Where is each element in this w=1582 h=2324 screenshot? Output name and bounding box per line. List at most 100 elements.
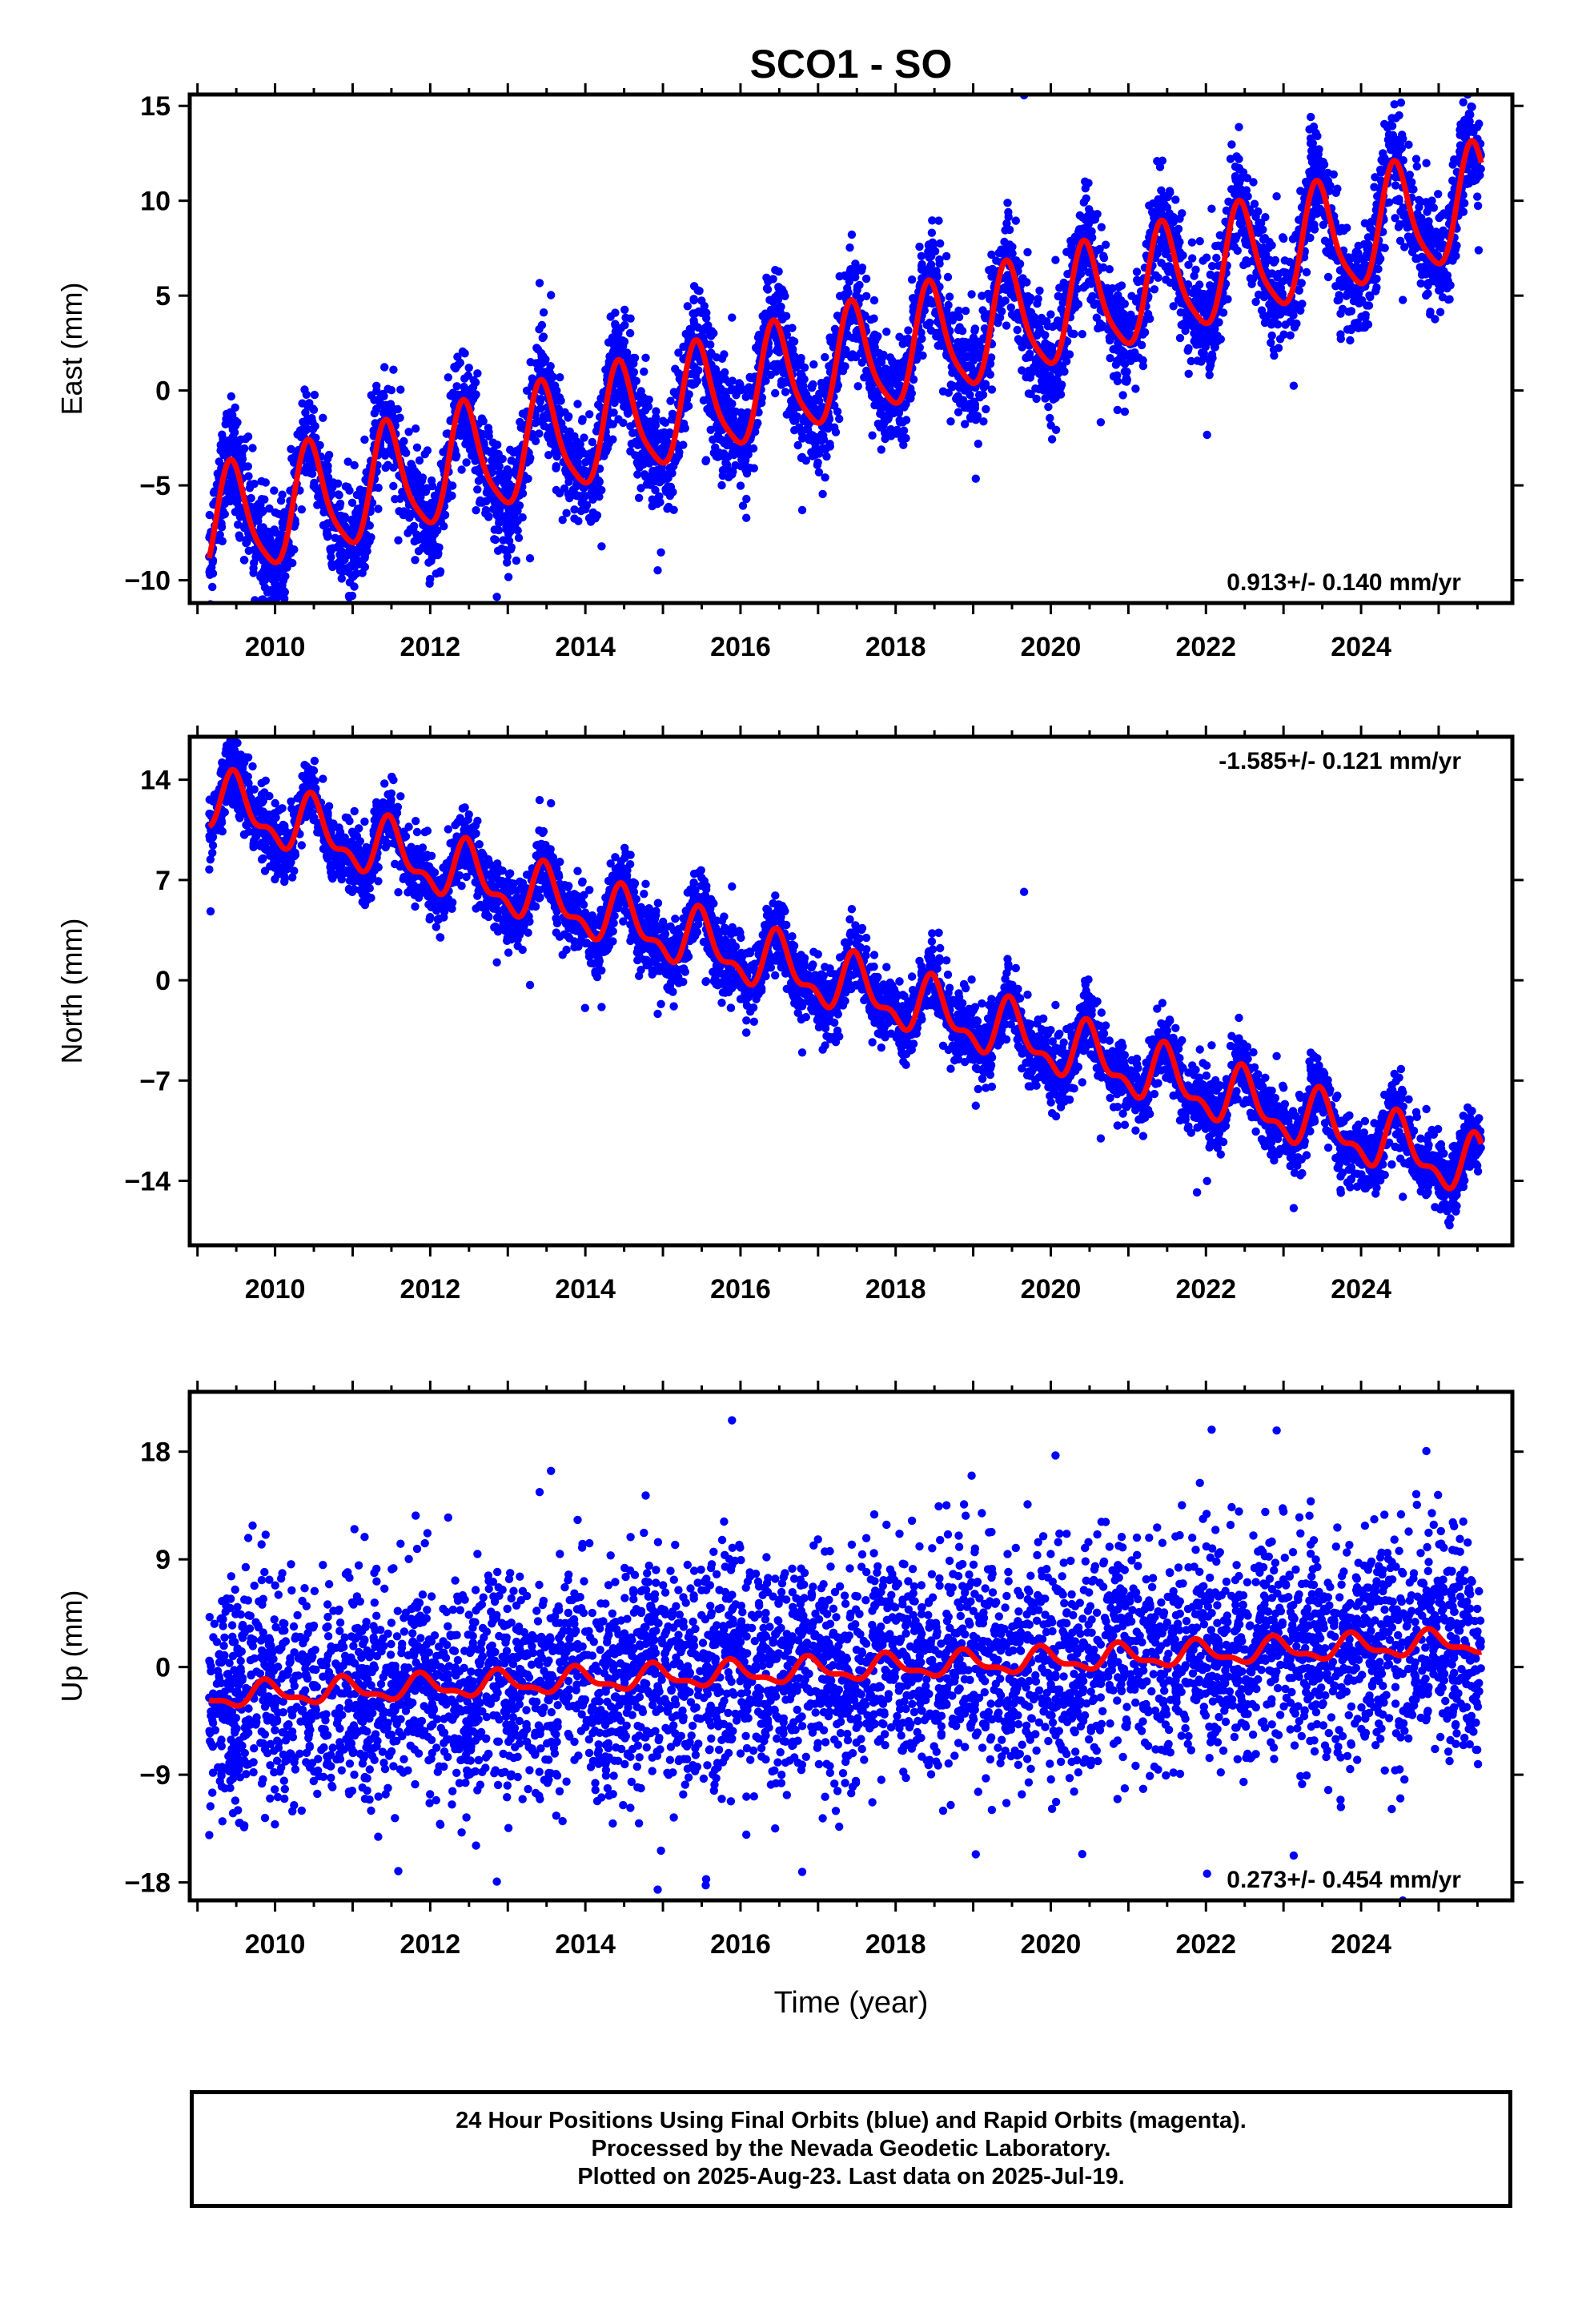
east-data-point [656,548,665,557]
east-data-point [693,323,703,332]
east-data-point [665,491,675,501]
east-data-point [323,473,333,482]
east-data-point [1060,348,1070,357]
east-data-point [335,491,343,500]
east-data-point [1122,368,1131,376]
east-data-point [1331,282,1340,291]
east-data-point [983,289,993,299]
east-data-point [1322,247,1331,255]
east-data-point [1105,265,1114,274]
east-data-point [1004,207,1013,217]
east-data-point [869,296,879,305]
east-data-point [1434,190,1443,199]
east-data-point [1399,296,1407,304]
east-data-point [457,465,466,474]
east-data-point [1395,236,1405,245]
east-data-point [1207,204,1216,213]
east-data-point [717,354,727,363]
east-data-point [896,418,905,427]
east-data-point [421,487,431,497]
east-data-point [1448,176,1457,185]
east-data-point [335,540,344,549]
east-data-point [585,410,594,419]
east-data-point [620,305,629,314]
east-data-point [573,400,582,408]
east-data-point [1439,273,1449,283]
east-data-point [1158,156,1167,165]
east-data-point [270,486,279,495]
east-data-point [337,574,346,583]
east-data-point [1371,173,1379,182]
east-data-point [1046,413,1054,423]
east-data-point [460,374,469,383]
east-data-point [1157,186,1166,195]
east-data-point [226,493,235,502]
east-data-point [310,390,319,400]
east-data-point [1235,163,1244,173]
east-data-point [393,404,402,414]
east-data-point [476,474,486,483]
east-data-point [1412,162,1422,171]
east-data-point [1400,243,1409,251]
east-data-point [771,266,780,275]
east-data-point [328,544,337,553]
east-data-point [261,478,270,487]
east-data-point [1101,240,1110,249]
east-data-point [742,513,751,522]
east-data-point [891,373,900,382]
east-data-point [504,573,513,581]
east-data-point [525,554,535,563]
east-data-point [1445,295,1454,304]
east-data-point [1310,225,1319,234]
east-data-point [901,434,910,443]
east-data-point [1211,242,1220,251]
east-data-point [1281,320,1290,329]
east-data-point [835,414,844,424]
east-data-point [685,324,694,334]
east-data-point [1116,305,1125,314]
east-data-point [729,450,738,460]
east-data-point [917,328,926,337]
east-data-point [1437,241,1446,250]
east-data-point [370,408,379,418]
east-data-point [1087,296,1096,304]
east-data-point [248,444,257,452]
east-data-point [962,307,970,316]
east-data-point [227,392,235,401]
east-data-point [994,319,1002,328]
east-data-point [1095,244,1104,254]
east-data-point [1205,371,1214,380]
east-data-point [220,509,229,519]
east-data-point [1272,192,1281,201]
east-data-point [314,486,323,495]
east-data-point [987,250,996,259]
east-data-point [218,537,227,545]
east-data-point [349,519,358,529]
east-data-point [1171,195,1180,204]
east-data-point [591,511,600,520]
east-data-point [570,505,579,514]
east-data-point [1246,274,1255,283]
east-data-point [679,342,688,352]
east-data-point [1150,285,1159,294]
east-data-point [1047,435,1057,444]
east-data-point [513,526,522,535]
east-data-point [215,530,224,539]
east-data-point [1411,155,1421,163]
east-data-point [1023,247,1032,257]
east-data-point [1184,369,1193,378]
east-data-point [343,457,352,466]
east-data-point [503,465,512,474]
east-data-point [547,291,556,300]
east-data-point [453,360,463,369]
east-data-point [1207,295,1216,304]
east-data-point [1473,192,1482,201]
east-data-point [1013,325,1022,335]
east-data-point [1311,128,1320,138]
east-data-point [815,449,824,458]
east-data-point [597,542,606,551]
east-data-point [543,410,552,419]
